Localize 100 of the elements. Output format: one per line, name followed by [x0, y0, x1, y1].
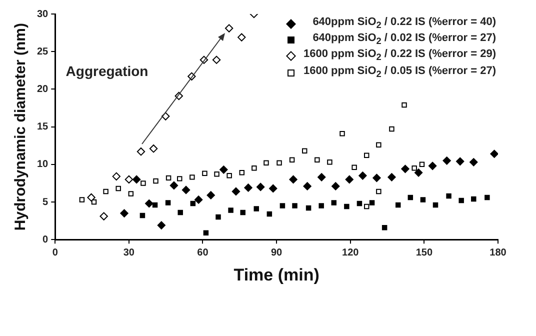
point [332, 182, 340, 190]
point [178, 210, 183, 216]
point [103, 188, 108, 194]
point [228, 208, 234, 213]
point [79, 197, 85, 202]
point [414, 168, 423, 177]
point [372, 174, 381, 182]
x-axis-title: Time (min) [234, 265, 320, 284]
point [456, 157, 464, 166]
point [182, 186, 190, 194]
point [116, 186, 121, 192]
point [331, 200, 337, 206]
x-tick-label: 120 [342, 247, 360, 258]
point [412, 166, 417, 171]
point [490, 150, 498, 158]
y-tick-label: 15 [37, 122, 49, 133]
point [152, 202, 158, 208]
y-tick-label: 25 [37, 46, 49, 58]
point [395, 202, 401, 208]
point [140, 212, 146, 218]
point [292, 203, 298, 208]
point [369, 200, 375, 206]
point [136, 148, 146, 156]
point [190, 200, 196, 206]
point [401, 164, 410, 174]
point [402, 102, 407, 108]
point [226, 173, 232, 178]
point [376, 142, 382, 148]
point [352, 164, 357, 170]
point [214, 172, 220, 177]
point [194, 196, 203, 204]
point [340, 130, 345, 136]
point [153, 178, 158, 184]
legend-label: 640ppm SiO$_{2}$ / 0.22 IS (%error = 40) [312, 16, 496, 32]
point [484, 194, 490, 200]
x-tick-label: 90 [271, 247, 283, 258]
point [232, 187, 240, 196]
point [166, 175, 172, 181]
legend-label: 640ppm SiO$_{2}$ / 0.02 IS (%error = 27) [312, 32, 496, 48]
point [314, 157, 320, 163]
annotation: Aggregation [66, 63, 148, 79]
point [124, 175, 134, 184]
x-tick-label: 0 [52, 247, 58, 258]
point [264, 160, 269, 166]
point [303, 182, 312, 190]
point [269, 184, 278, 193]
point [212, 56, 221, 64]
point [345, 175, 354, 184]
point [389, 126, 394, 132]
point [364, 204, 370, 210]
point [302, 148, 308, 154]
point [202, 170, 208, 176]
point [206, 191, 215, 200]
y-tick-label: 0 [42, 234, 49, 246]
point [145, 199, 154, 208]
point [177, 176, 182, 182]
x-tick-label: 30 [123, 247, 135, 258]
point [216, 214, 221, 220]
point [364, 152, 370, 158]
point [471, 196, 476, 202]
point [356, 200, 362, 206]
point [112, 172, 120, 181]
point [132, 175, 141, 184]
point [317, 173, 326, 182]
point [419, 162, 425, 168]
point [327, 160, 332, 165]
point [220, 166, 228, 174]
point [276, 160, 282, 166]
point [244, 184, 252, 192]
point [428, 162, 437, 170]
point [358, 172, 367, 180]
point [318, 203, 324, 208]
y-tick-label: 10 [37, 159, 49, 170]
point [224, 24, 234, 32]
legend-label: 1600 ppm SiO$_{2}$ / 0.05 IS (%error = 27) [304, 64, 496, 81]
y-tick-label: 30 [37, 8, 49, 20]
y-axis-title: Hydrodynamic diameter (nm) [12, 23, 30, 231]
point [420, 197, 426, 202]
point [203, 230, 209, 236]
point [408, 194, 414, 200]
point [165, 200, 171, 206]
point [266, 211, 272, 217]
point [280, 203, 286, 208]
point [157, 221, 166, 230]
point [344, 204, 350, 210]
point [100, 212, 108, 220]
point [239, 170, 244, 176]
point [289, 175, 298, 184]
point [382, 224, 388, 230]
point [140, 180, 146, 186]
point [254, 206, 260, 212]
point [432, 202, 438, 208]
y-tick-label: 20 [37, 84, 49, 95]
point [442, 156, 451, 165]
point [470, 158, 478, 166]
x-tick-label: 60 [197, 247, 209, 258]
point [306, 205, 312, 211]
point [149, 144, 158, 153]
legend-label: 1600 ppm SiO$_{2}$ / 0.22 IS (%error = 29) [304, 48, 496, 65]
point [238, 33, 246, 42]
